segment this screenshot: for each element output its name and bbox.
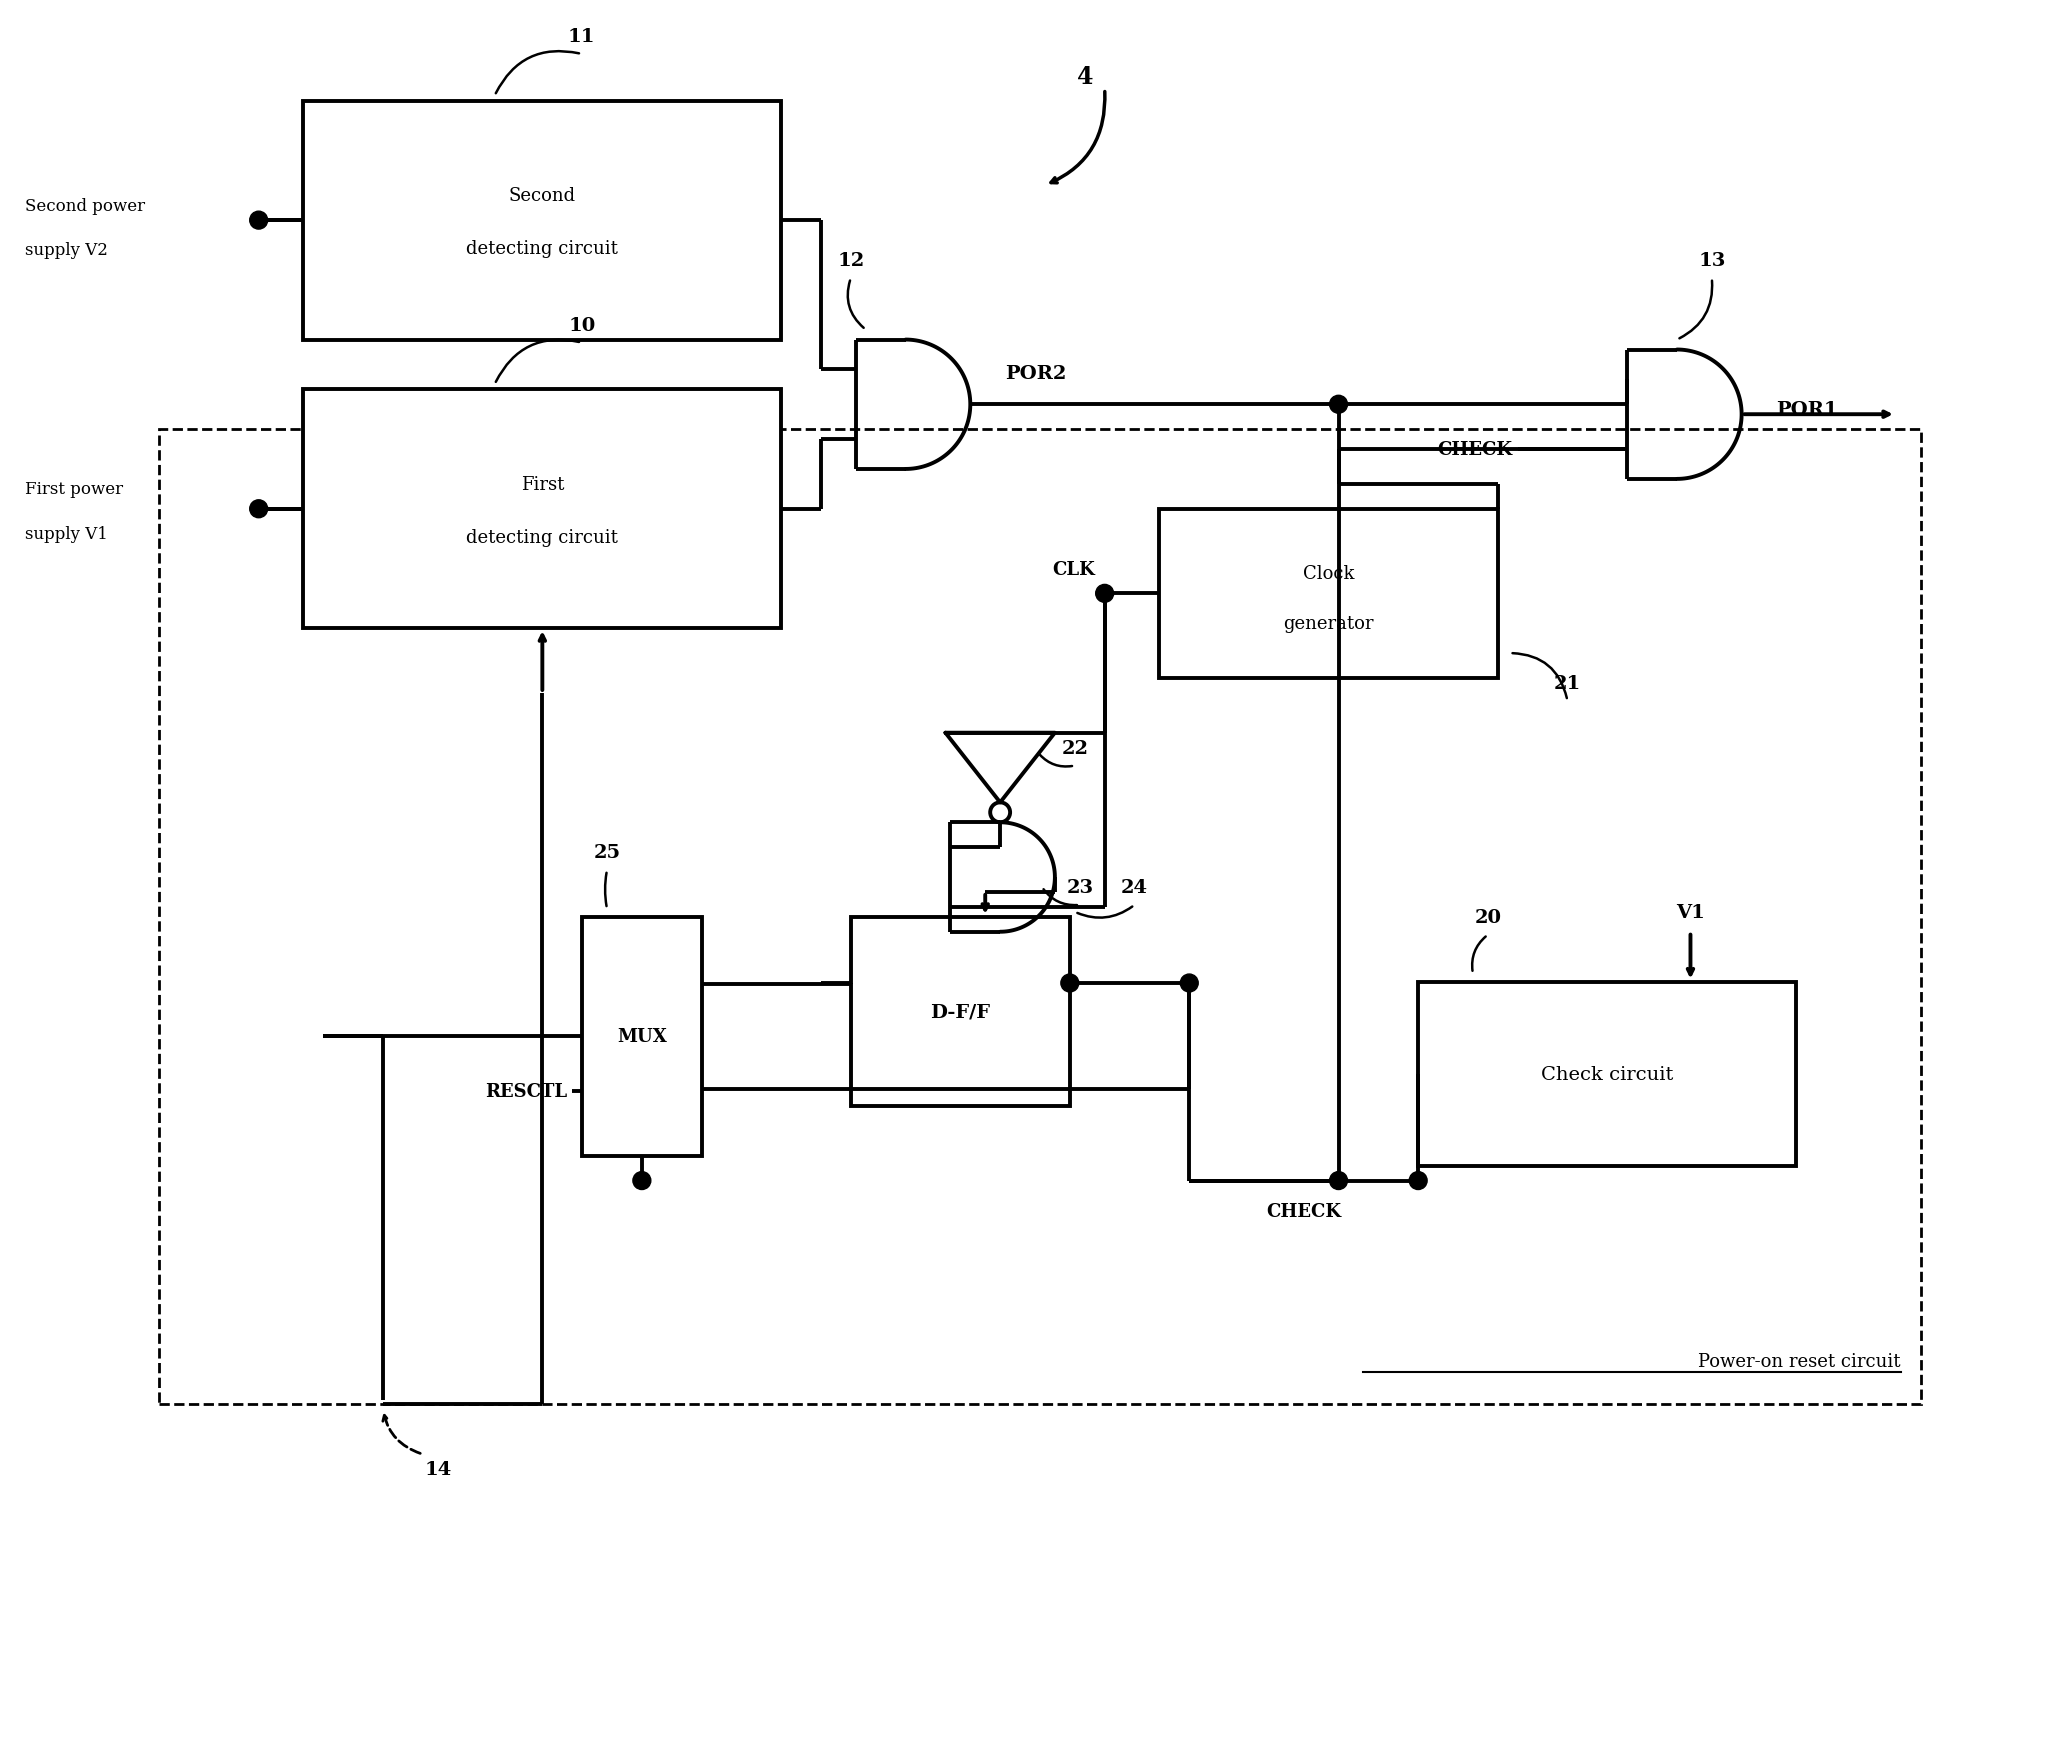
Text: 14: 14 [424, 1460, 452, 1478]
Circle shape [1409, 1172, 1428, 1189]
Text: detecting circuit: detecting circuit [467, 529, 618, 546]
Text: 12: 12 [837, 251, 864, 271]
Circle shape [250, 501, 269, 518]
Text: 11: 11 [568, 28, 595, 46]
Text: First: First [521, 476, 564, 494]
Text: 25: 25 [593, 843, 620, 861]
FancyBboxPatch shape [583, 917, 702, 1156]
Text: MUX: MUX [618, 1028, 667, 1045]
FancyBboxPatch shape [1159, 510, 1498, 678]
Text: CHECK: CHECK [1266, 1204, 1341, 1221]
Text: Clock: Clock [1304, 566, 1355, 583]
Text: 10: 10 [568, 316, 595, 334]
Text: CLK: CLK [1052, 560, 1095, 580]
Text: Second power: Second power [25, 197, 145, 214]
Text: Power-on reset circuit: Power-on reset circuit [1698, 1351, 1901, 1370]
Circle shape [632, 1172, 651, 1189]
Circle shape [1060, 975, 1078, 993]
FancyBboxPatch shape [1417, 982, 1795, 1167]
Text: Check circuit: Check circuit [1541, 1065, 1673, 1082]
Text: 13: 13 [1698, 251, 1725, 271]
Text: POR2: POR2 [1006, 365, 1066, 383]
Circle shape [1331, 395, 1347, 415]
Text: D-F/F: D-F/F [930, 1003, 990, 1021]
Text: generator: generator [1283, 615, 1374, 633]
Text: 4: 4 [1076, 65, 1093, 90]
Text: POR1: POR1 [1777, 401, 1839, 418]
Text: CHECK: CHECK [1438, 441, 1512, 459]
Text: RESCTL: RESCTL [486, 1082, 568, 1100]
Text: 23: 23 [1066, 878, 1093, 896]
Text: 22: 22 [1062, 740, 1089, 757]
Text: supply V1: supply V1 [25, 525, 107, 543]
Text: 20: 20 [1475, 908, 1502, 926]
Text: 21: 21 [1554, 675, 1580, 692]
Text: 24: 24 [1122, 878, 1149, 896]
Text: detecting circuit: detecting circuit [467, 241, 618, 258]
FancyBboxPatch shape [304, 102, 781, 341]
FancyBboxPatch shape [304, 390, 781, 629]
FancyBboxPatch shape [851, 917, 1070, 1107]
Text: V1: V1 [1676, 903, 1704, 921]
Text: First power: First power [25, 481, 122, 497]
Circle shape [1331, 1172, 1347, 1189]
Circle shape [1180, 975, 1198, 993]
Text: Second: Second [508, 188, 576, 206]
Circle shape [1095, 585, 1114, 603]
Circle shape [250, 213, 269, 230]
Text: supply V2: supply V2 [25, 242, 107, 260]
